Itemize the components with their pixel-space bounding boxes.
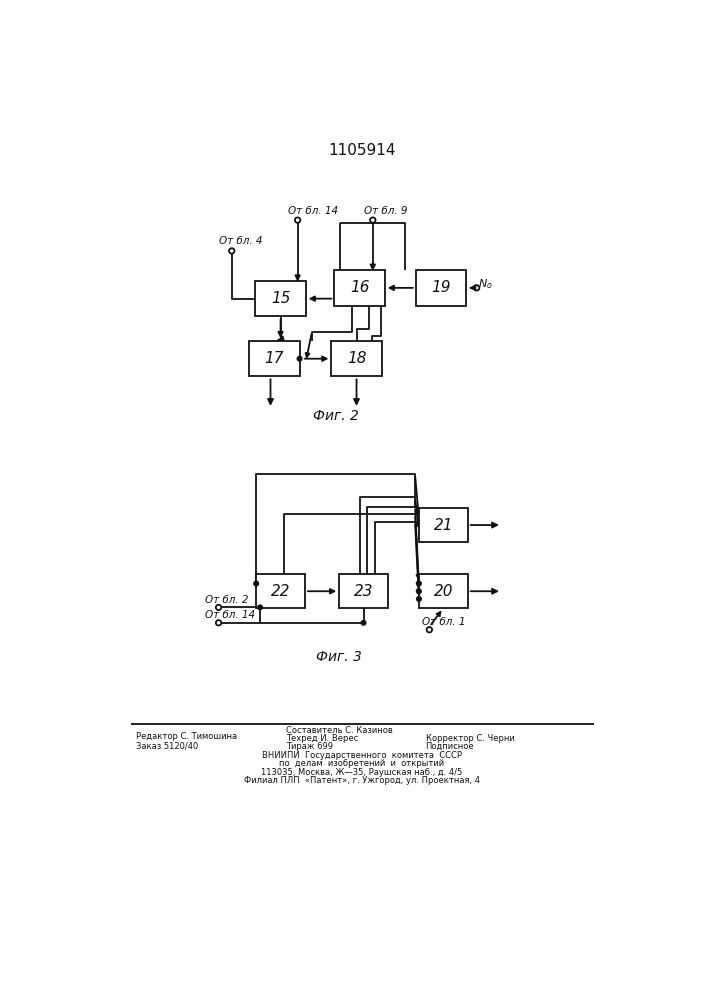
Text: От бл. 14: От бл. 14 — [204, 610, 255, 620]
Text: ВНИИПИ  Государственного  комитета  СССР: ВНИИПИ Государственного комитета СССР — [262, 751, 462, 760]
Text: Фиг. 3: Фиг. 3 — [316, 650, 362, 664]
Text: От бл. 2: От бл. 2 — [204, 595, 248, 605]
Text: $N_o$: $N_o$ — [478, 277, 493, 291]
Text: 15: 15 — [271, 291, 291, 306]
FancyBboxPatch shape — [419, 508, 468, 542]
FancyBboxPatch shape — [249, 341, 300, 376]
Text: Филиал ПЛП  «Патент», г. Ужгород, ул. Проектная, 4: Филиал ПЛП «Патент», г. Ужгород, ул. Про… — [244, 776, 480, 785]
Circle shape — [297, 356, 302, 361]
FancyBboxPatch shape — [256, 574, 305, 608]
FancyBboxPatch shape — [419, 574, 468, 608]
Text: 18: 18 — [346, 351, 366, 366]
Text: 22: 22 — [271, 584, 291, 599]
Text: 19: 19 — [431, 280, 451, 295]
FancyBboxPatch shape — [416, 270, 466, 306]
Text: От бл. 14: От бл. 14 — [288, 206, 338, 216]
Text: 23: 23 — [354, 584, 373, 599]
Text: От бл. 9: От бл. 9 — [363, 206, 407, 216]
Text: Составитель С. Казинов: Составитель С. Казинов — [286, 726, 393, 735]
Circle shape — [361, 620, 366, 625]
Text: Техред И. Верес: Техред И. Верес — [286, 734, 358, 743]
Text: 20: 20 — [433, 584, 453, 599]
Circle shape — [416, 581, 421, 586]
Text: Заказ 5120/40: Заказ 5120/40 — [136, 742, 199, 751]
Circle shape — [416, 597, 421, 601]
Text: по  делам  изобретений  и  открытий: по делам изобретений и открытий — [279, 759, 445, 768]
Text: Тираж 699: Тираж 699 — [286, 742, 333, 751]
Circle shape — [416, 589, 421, 594]
Circle shape — [258, 605, 262, 610]
Text: 21: 21 — [433, 518, 453, 533]
FancyBboxPatch shape — [339, 574, 388, 608]
Text: От бл. 1: От бл. 1 — [421, 617, 465, 627]
Text: Корректор С. Черни: Корректор С. Черни — [426, 734, 514, 743]
FancyBboxPatch shape — [332, 341, 382, 376]
Text: 1105914: 1105914 — [328, 143, 396, 158]
Text: 113035, Москва, Ж—35, Раушская наб., д. 4/5: 113035, Москва, Ж—35, Раушская наб., д. … — [262, 768, 462, 777]
FancyBboxPatch shape — [255, 281, 305, 316]
Text: 16: 16 — [350, 280, 369, 295]
Text: Подписное: Подписное — [426, 742, 474, 751]
Circle shape — [254, 581, 259, 586]
Text: Фиг. 2: Фиг. 2 — [313, 409, 359, 423]
FancyBboxPatch shape — [334, 270, 385, 306]
Text: Редактор С. Тимошина: Редактор С. Тимошина — [136, 732, 238, 741]
Text: От бл. 4: От бл. 4 — [218, 236, 262, 246]
Text: 17: 17 — [264, 351, 284, 366]
